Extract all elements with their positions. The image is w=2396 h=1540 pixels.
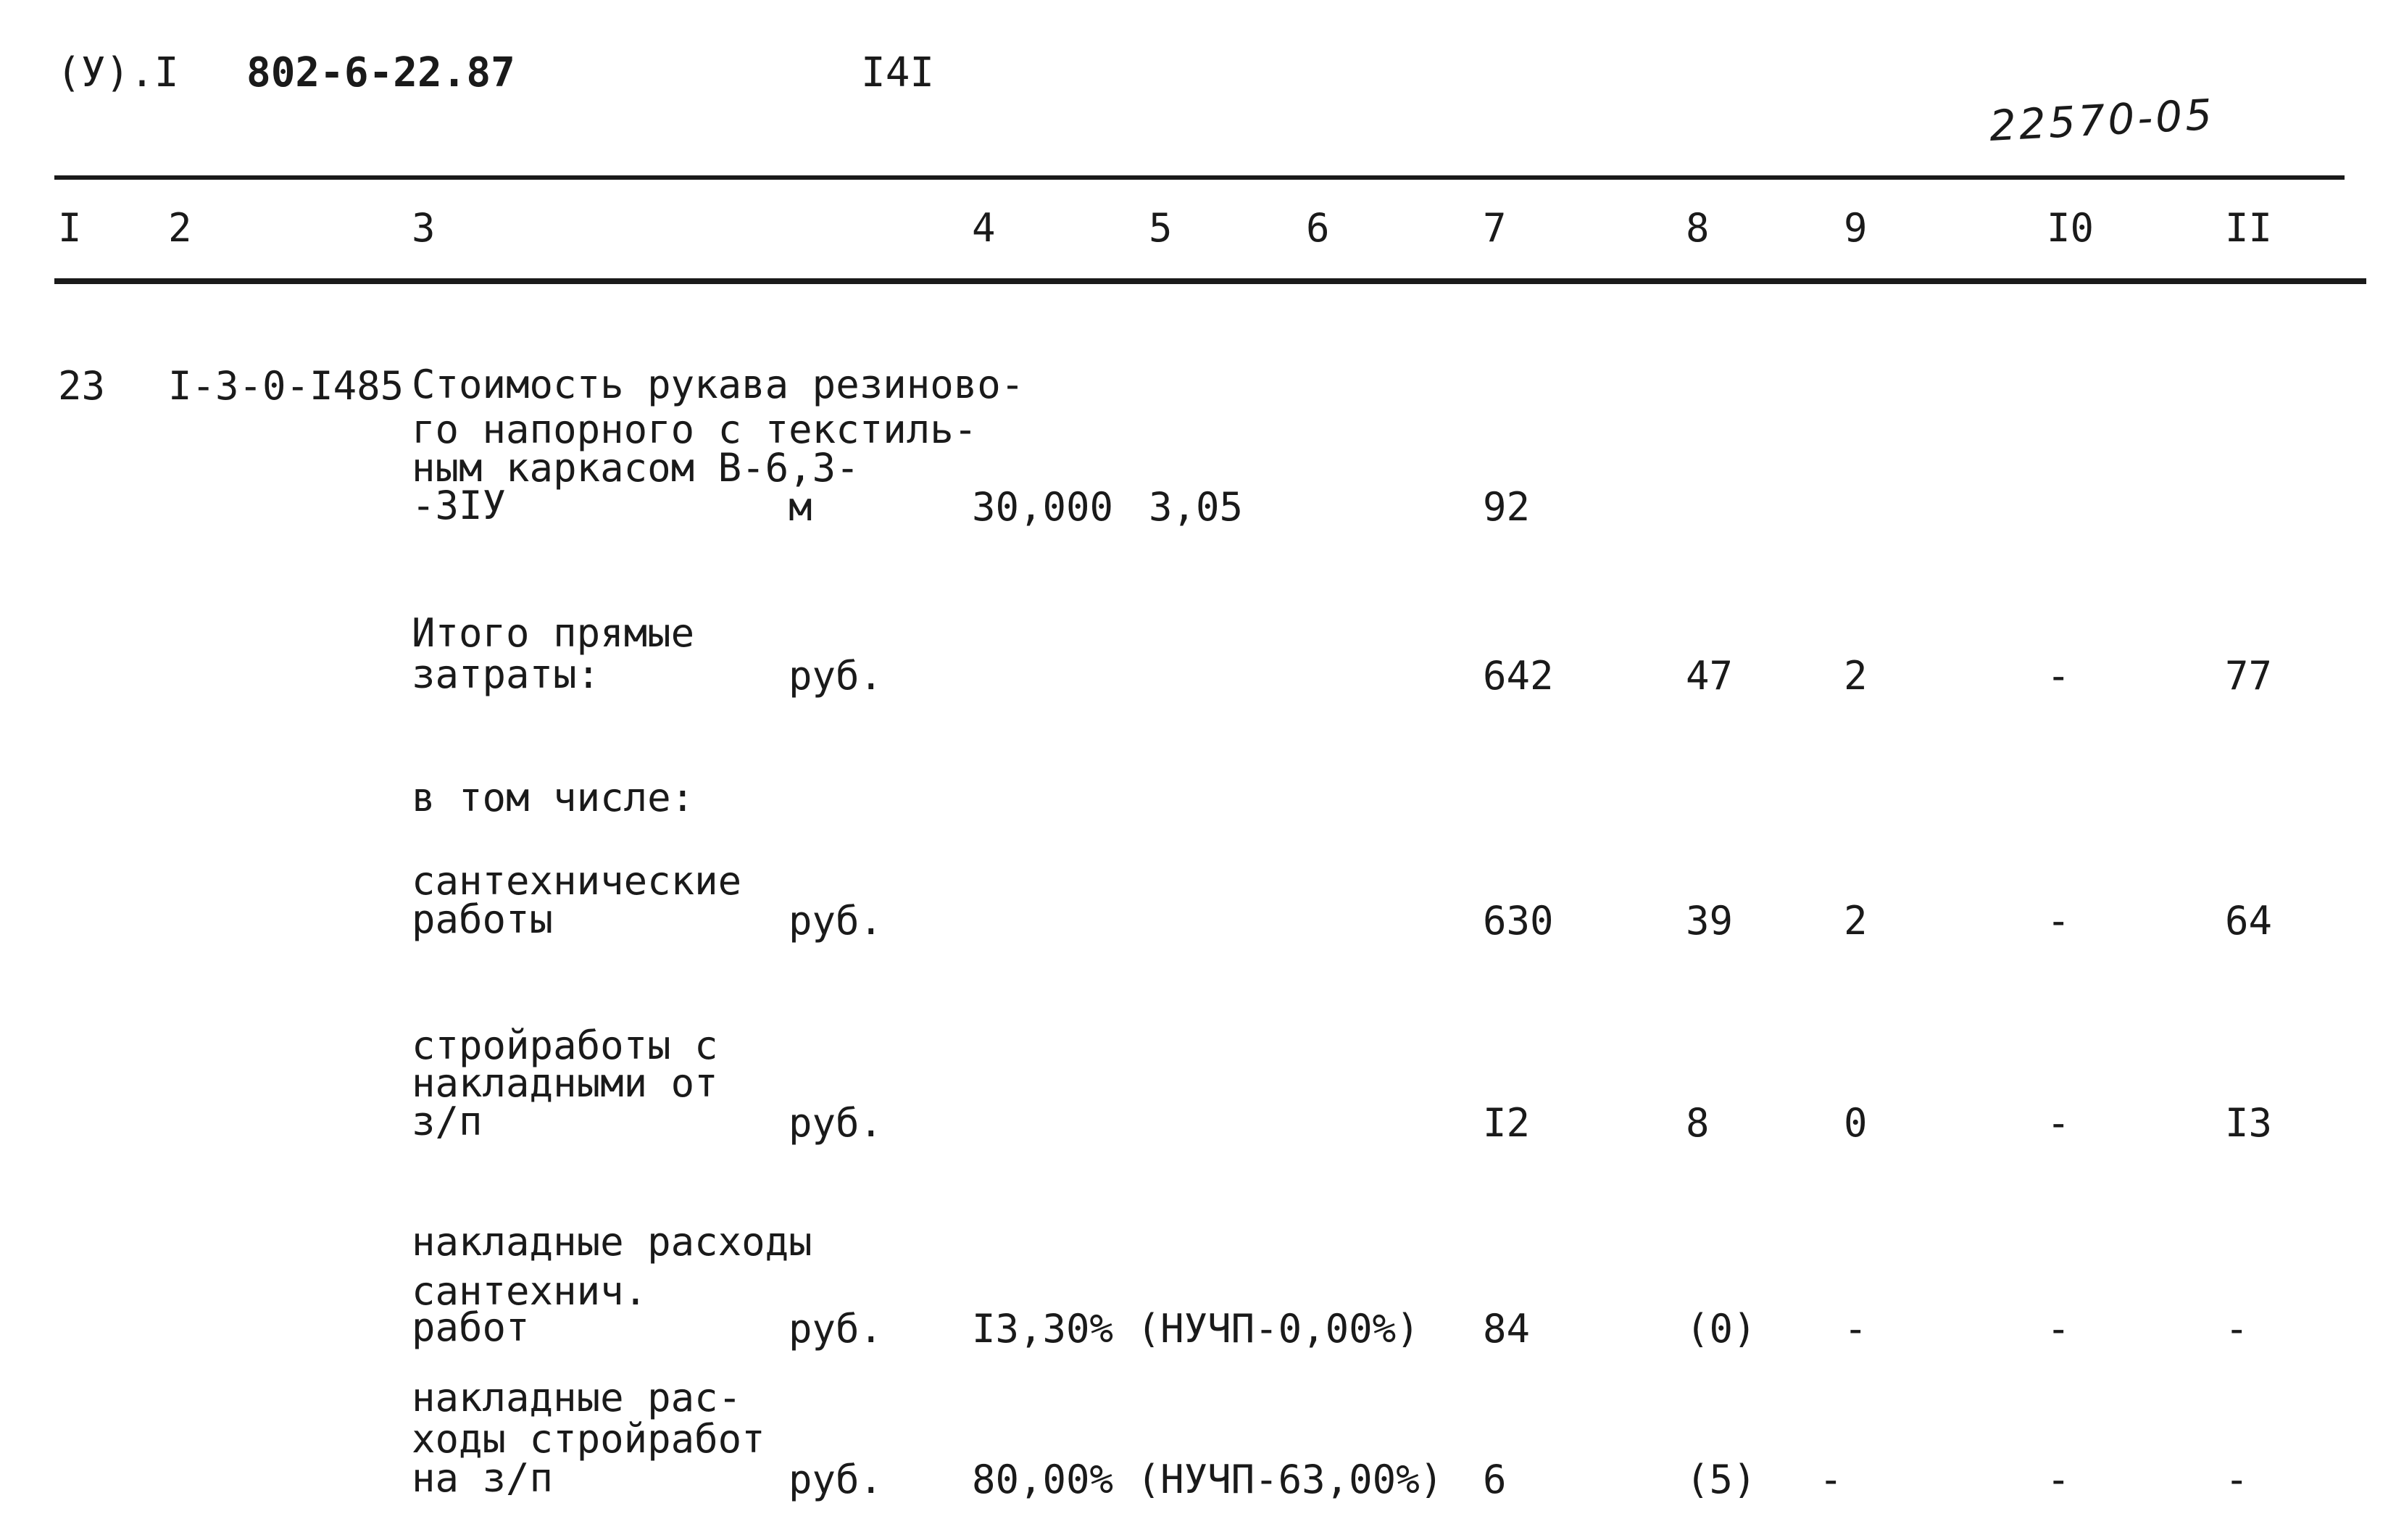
left-code: (У).I bbox=[57, 49, 179, 96]
row-overhead-rate: 80,00% (НУЧП-63,00%) bbox=[972, 1457, 1444, 1502]
row-unit: руб. bbox=[789, 1457, 883, 1502]
row-total: 92 bbox=[1483, 484, 1531, 530]
row-desc-line: -3IУ bbox=[412, 483, 507, 528]
row-unit: руб. bbox=[789, 1306, 883, 1352]
row-total: I2 bbox=[1483, 1100, 1531, 1146]
col-header-9: 9 bbox=[1844, 205, 1868, 251]
row-desc-line: ходы стройработ bbox=[412, 1416, 765, 1462]
row-col9: 0 bbox=[1844, 1100, 1868, 1146]
top-rule bbox=[54, 175, 2345, 180]
row-col10: - bbox=[2047, 1457, 2071, 1502]
row-col11: - bbox=[2225, 1457, 2249, 1502]
row-col8: (0) bbox=[1686, 1306, 1757, 1352]
col-header-2: 2 bbox=[168, 205, 192, 251]
row-desc-line: работ bbox=[412, 1304, 530, 1350]
col-header-8: 8 bbox=[1686, 205, 1710, 251]
row-unit: руб. bbox=[789, 898, 883, 944]
row-unit: руб. bbox=[789, 1100, 883, 1146]
row-col11: 77 bbox=[2225, 653, 2273, 699]
row-desc-line: го напорного с текстиль- bbox=[412, 407, 978, 452]
row-desc-line: накладные расходы bbox=[412, 1219, 812, 1265]
row-num: 23 bbox=[58, 363, 106, 409]
page-number: I4I bbox=[861, 49, 935, 96]
row-col11: I3 bbox=[2225, 1100, 2273, 1146]
col-header-7: 7 bbox=[1483, 205, 1507, 251]
doc-number: 802-6-22.87 bbox=[246, 49, 515, 96]
row-overhead-rate: I3,30% (НУЧП-0,00%) bbox=[972, 1306, 1420, 1352]
row-desc-line: стройработы с bbox=[412, 1023, 718, 1068]
row-unit: руб. bbox=[789, 653, 883, 699]
col-header-11: II bbox=[2225, 205, 2273, 251]
row-unit-price: 3,05 bbox=[1149, 484, 1244, 530]
col-header-6: 6 bbox=[1306, 205, 1330, 251]
row-desc-line: з/п bbox=[412, 1099, 483, 1144]
row-col10: - bbox=[2047, 1100, 2071, 1146]
col-header-10: I0 bbox=[2047, 205, 2095, 251]
row-col8: 47 bbox=[1686, 653, 1734, 699]
row-col11: - bbox=[2225, 1306, 2249, 1352]
row-desc-line: накладными от bbox=[412, 1060, 718, 1106]
row-desc-line: Стоимость рукава резиново- bbox=[412, 362, 1025, 407]
col-header-3: 3 bbox=[412, 205, 436, 251]
row-total: 6 bbox=[1483, 1457, 1507, 1502]
row-desc-line: сантехнич. bbox=[412, 1268, 648, 1314]
row-col10: - bbox=[2047, 1306, 2071, 1352]
row-total: 84 bbox=[1483, 1306, 1531, 1352]
row-col10: - bbox=[2047, 898, 2071, 944]
row-col9: - bbox=[1844, 1306, 1868, 1352]
col-header-5: 5 bbox=[1149, 205, 1173, 251]
row-unit: м bbox=[789, 484, 812, 530]
header-bottom-rule bbox=[54, 278, 2366, 284]
row-col8: 39 bbox=[1686, 898, 1734, 944]
row-desc-line: затраты: bbox=[412, 652, 601, 697]
row-col8: 8 bbox=[1686, 1100, 1710, 1146]
row-code: I-3-0-I485 bbox=[168, 363, 404, 409]
row-col11: 64 bbox=[2225, 898, 2273, 944]
row-desc-line: ным каркасом В-6,3- bbox=[412, 445, 860, 491]
col-header-4: 4 bbox=[972, 205, 996, 251]
row-desc-line: на з/п bbox=[412, 1455, 554, 1501]
row-desc-line: сантехнические bbox=[412, 858, 742, 904]
row-total: 642 bbox=[1483, 653, 1554, 699]
row-desc-line: работы bbox=[412, 896, 554, 942]
row-desc-line: накладные рас- bbox=[412, 1375, 742, 1420]
row-quantity: 30,000 bbox=[972, 484, 1114, 530]
row-total: 630 bbox=[1483, 898, 1554, 944]
row-col10: - bbox=[2047, 653, 2071, 699]
col-header-1: I bbox=[58, 205, 82, 251]
row-col9: 2 bbox=[1844, 898, 1868, 944]
handwritten-number: 22570-05 bbox=[1988, 89, 2216, 151]
row-col8: (5) bbox=[1686, 1457, 1757, 1502]
row-desc-line: Итого прямые bbox=[412, 610, 695, 656]
row-col9: - bbox=[1819, 1457, 1843, 1502]
row-desc-line: в том числе: bbox=[412, 775, 695, 820]
row-col9: 2 bbox=[1844, 653, 1868, 699]
